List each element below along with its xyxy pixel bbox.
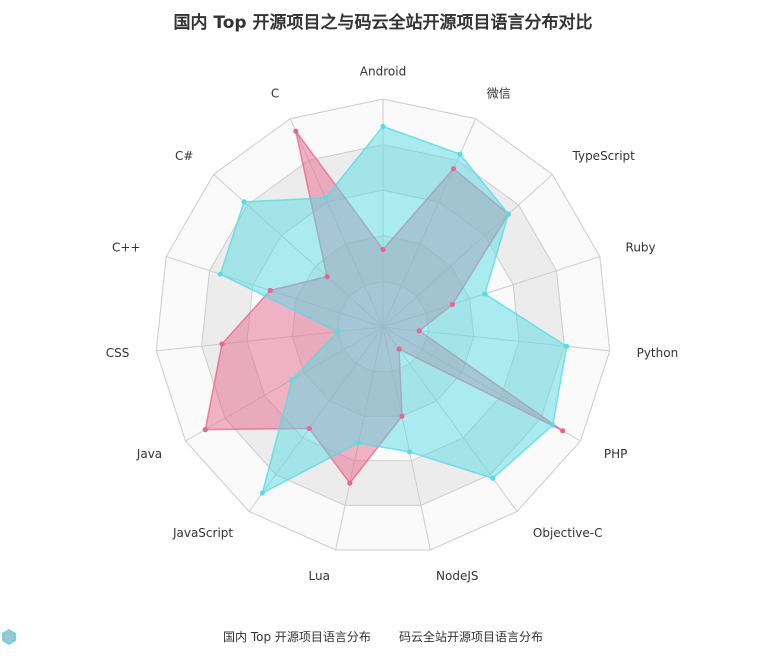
data-point-1-5[interactable]: [550, 422, 556, 428]
axis-label: Objective-C: [533, 526, 603, 540]
data-point-0-9[interactable]: [306, 425, 312, 432]
axis-label: Ruby: [626, 241, 656, 255]
legend-item-gitee-all[interactable]: 码云全站开源项目语言分布: [2, 628, 543, 645]
axis-label: PHP: [604, 447, 628, 461]
axis-label: Lua: [309, 569, 330, 583]
data-point-0-13[interactable]: [324, 274, 330, 280]
data-point-1-6[interactable]: [490, 475, 496, 481]
axis-label: C#: [175, 149, 193, 163]
axis-label: C++: [112, 241, 141, 255]
legend-item-domestic-top[interactable]: 国内 Top 开源项目语言分布: [2, 628, 371, 645]
data-point-1-7[interactable]: [406, 449, 413, 455]
legend-label: 国内 Top 开源项目语言分布: [223, 630, 371, 644]
data-point-1-12[interactable]: [217, 271, 223, 277]
data-point-1-0[interactable]: [380, 123, 386, 129]
data-point-0-4[interactable]: [416, 328, 422, 334]
legend: 国内 Top 开源项目语言分布 码云全站开源项目语言分布: [0, 628, 766, 645]
axis-label: Python: [637, 346, 679, 360]
data-point-0-1[interactable]: [450, 166, 457, 172]
axis-label: Android: [360, 65, 406, 79]
data-point-0-0[interactable]: [380, 246, 386, 253]
data-point-0-8[interactable]: [347, 480, 353, 486]
data-point-1-2[interactable]: [505, 211, 511, 217]
axis-label: NodeJS: [436, 569, 478, 583]
axis-label: TypeScript: [572, 149, 636, 163]
data-point-1-3[interactable]: [482, 291, 488, 297]
axis-label: CSS: [106, 346, 130, 360]
legend-label: 码云全站开源项目语言分布: [398, 630, 543, 644]
data-point-0-6[interactable]: [396, 346, 402, 352]
data-point-0-14[interactable]: [293, 128, 299, 134]
axis-label: JavaScript: [172, 526, 233, 540]
data-point-0-7[interactable]: [399, 413, 405, 419]
axis-label: 微信: [487, 87, 511, 101]
axis-label: C: [271, 87, 279, 101]
data-point-0-10[interactable]: [202, 427, 208, 433]
series-area-1[interactable]: [219, 125, 568, 495]
data-point-1-14[interactable]: [322, 195, 329, 201]
data-point-0-5[interactable]: [560, 428, 566, 434]
data-point-1-10[interactable]: [289, 376, 295, 383]
data-point-1-4[interactable]: [564, 343, 570, 349]
data-point-1-1[interactable]: [457, 151, 463, 157]
data-point-0-12[interactable]: [267, 287, 273, 293]
data-point-1-13[interactable]: [241, 199, 247, 205]
data-point-1-11[interactable]: [335, 329, 341, 335]
axis-label: Java: [136, 447, 162, 461]
chart-title: 国内 Top 开源项目之与码云全站开源项目语言分布对比: [173, 13, 593, 33]
data-point-1-8[interactable]: [355, 440, 361, 446]
data-point-0-11[interactable]: [219, 341, 225, 347]
data-point-0-3[interactable]: [449, 301, 455, 308]
legend-hexagon-icon: [2, 629, 16, 645]
data-point-1-9[interactable]: [259, 490, 265, 496]
